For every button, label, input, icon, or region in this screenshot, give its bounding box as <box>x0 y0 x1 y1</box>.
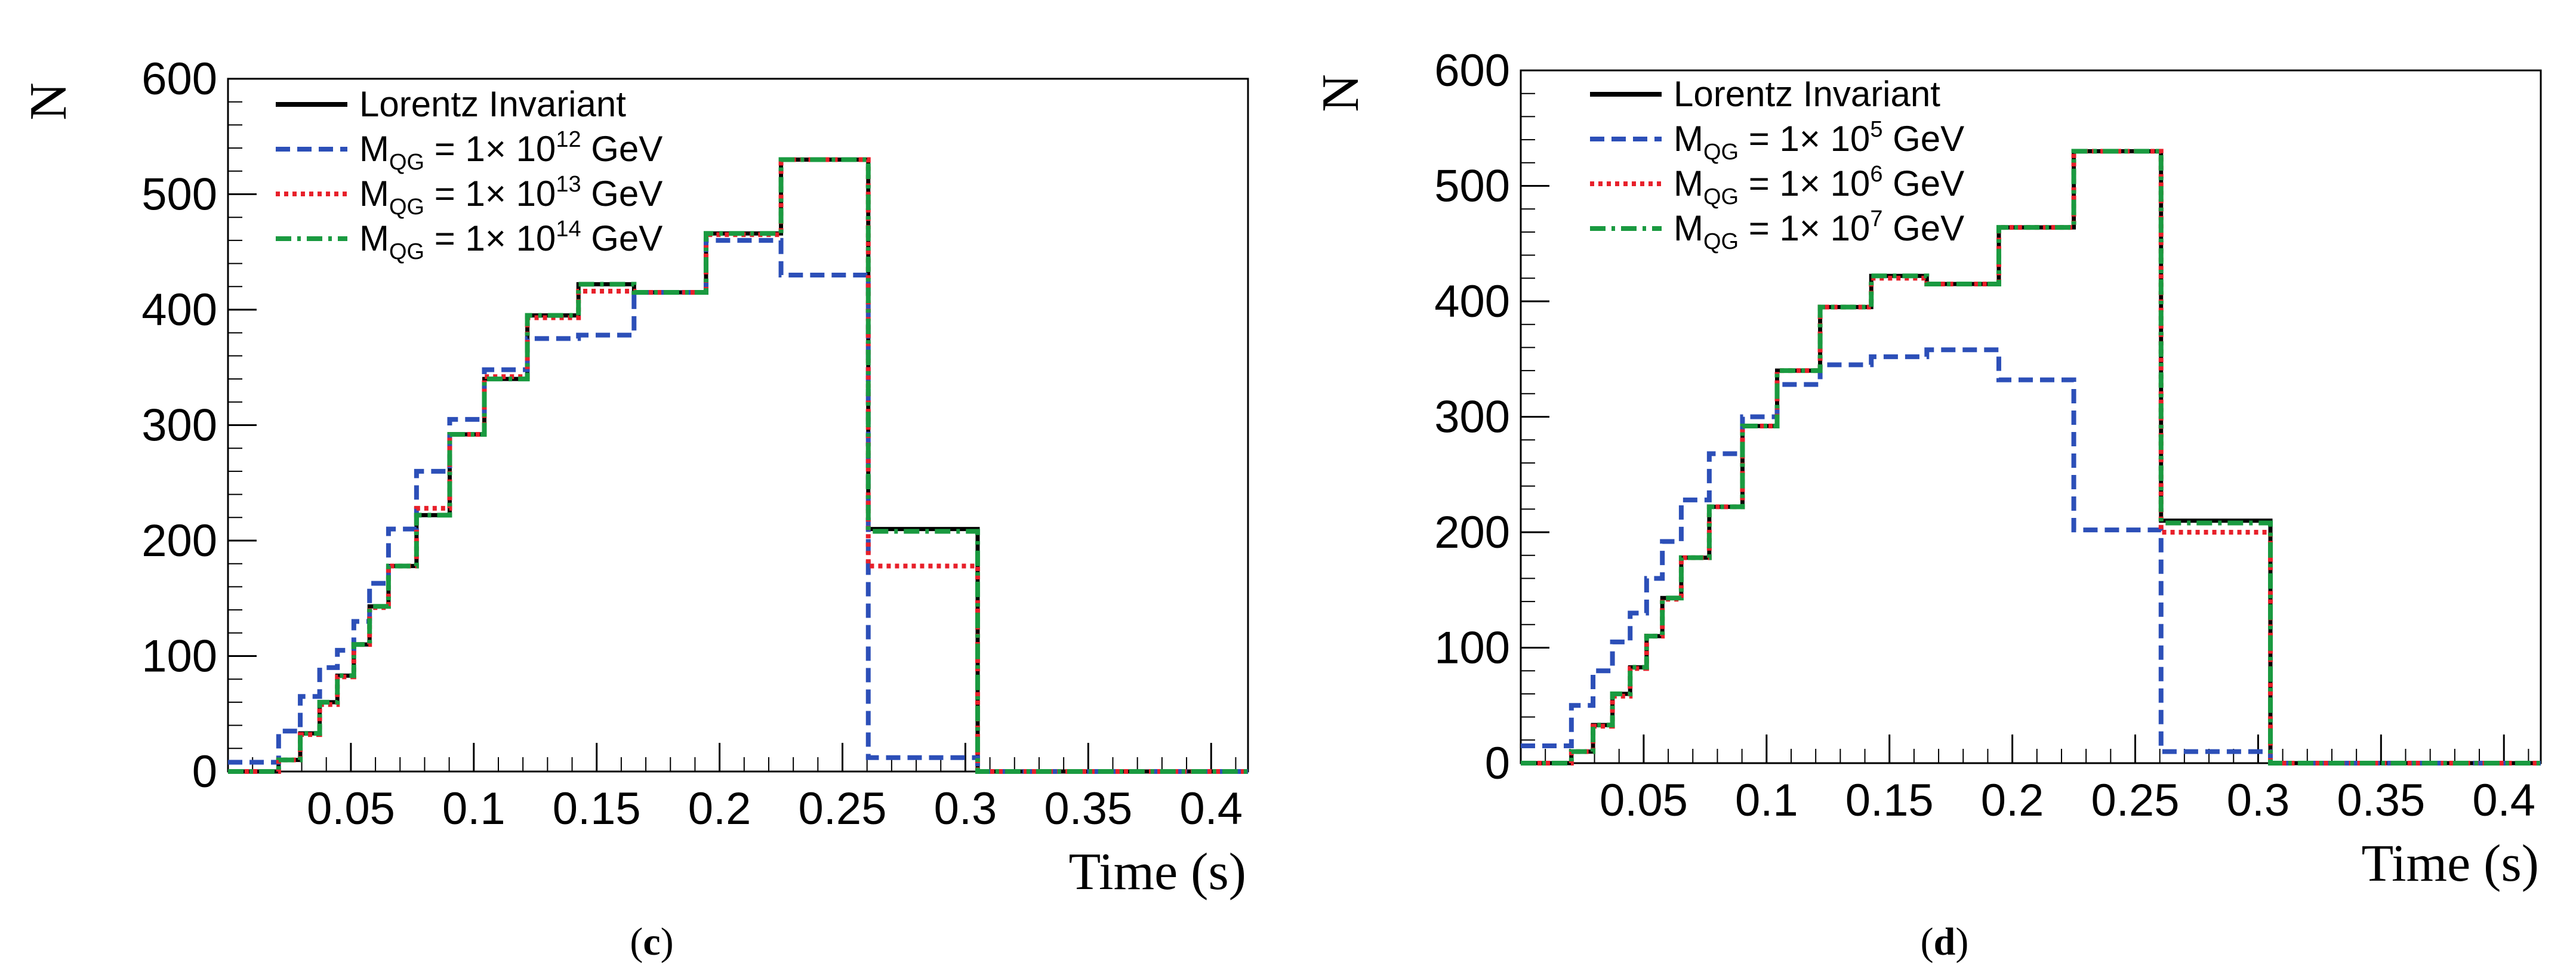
legend-subscript: QG <box>1703 140 1739 165</box>
figure-caption: (c) <box>630 920 673 964</box>
legend-label: MQG = 1× 1013 GeV <box>359 172 663 220</box>
y-axis: 0 100 200 300 400 500 600 <box>141 54 257 797</box>
x-axis-title: Time (s) <box>2362 835 2539 893</box>
legend-label: MQG = 1× 1014 GeV <box>359 217 663 264</box>
caption-open: ( <box>1921 920 1934 964</box>
x-tick-label: 0.2 <box>688 783 751 834</box>
legend-main: M <box>1674 163 1703 203</box>
y-tick-label: 0 <box>192 746 217 797</box>
y-tick-label: 100 <box>1434 623 1510 674</box>
x-tick-label: 0.15 <box>553 783 641 834</box>
y-tick-label: 600 <box>1434 45 1510 96</box>
legend-subscript: QG <box>389 195 424 220</box>
caption-letter: d <box>1934 920 1956 964</box>
x-tick-label: 0.1 <box>1735 775 1798 826</box>
series-group <box>228 157 1248 774</box>
x-tick-label: 0.35 <box>1044 783 1132 834</box>
x-axis-title: Time (s) <box>1069 843 1246 901</box>
legend-main: M <box>359 129 389 169</box>
y-tick-label: 200 <box>1434 507 1510 558</box>
caption-close: ) <box>1955 920 1968 964</box>
y-tick-label: 0 <box>1485 738 1510 789</box>
y-tick-label: 200 <box>141 516 217 566</box>
legend-unit: GeV <box>1882 208 1964 248</box>
legend-unit: GeV <box>581 218 663 258</box>
x-axis: 0.05 0.1 0.15 0.2 0.25 0.3 0.35 0.4 <box>252 743 1243 834</box>
series-line-dashed <box>228 237 1248 774</box>
x-tick-label: 0.4 <box>1179 783 1243 834</box>
legend-eq: = 1× 10 <box>1739 119 1870 159</box>
y-tick-label: 500 <box>141 169 217 220</box>
legend-superscript: 13 <box>556 172 581 197</box>
legend-subscript: QG <box>389 239 424 264</box>
y-tick-label: 400 <box>141 285 217 335</box>
chart-panel-d: 0 100 200 300 400 500 600 0.05 0.1 0.15 0.2 0.25 0.3… <box>1312 45 2542 964</box>
legend-label: Lorentz Invariant <box>1674 74 1940 114</box>
legend-superscript: 6 <box>1870 162 1882 187</box>
legend-subscript: QG <box>1703 184 1739 209</box>
y-tick-label: 300 <box>141 400 217 451</box>
legend-main: Lorentz Invariant <box>359 84 626 124</box>
x-tick-label: 0.05 <box>1600 775 1688 826</box>
x-tick-label: 0.4 <box>2472 775 2535 826</box>
y-axis-title: N <box>20 82 78 121</box>
x-tick-label: 0.25 <box>799 783 887 834</box>
legend-subscript: QG <box>389 150 424 175</box>
y-axis-title: N <box>1312 74 1370 112</box>
legend-unit: GeV <box>581 174 663 214</box>
series-line-dashed <box>1521 347 2541 766</box>
x-axis: 0.05 0.1 0.15 0.2 0.25 0.3 0.35 0.4 <box>1545 735 2535 826</box>
legend-label: MQG = 1× 107 GeV <box>1674 206 1964 254</box>
y-tick-label: 100 <box>141 631 217 682</box>
legend-subscript: QG <box>1703 229 1739 254</box>
y-tick-label: 500 <box>1434 161 1510 212</box>
caption-letter: c <box>643 920 660 964</box>
x-tick-label: 0.1 <box>442 783 506 834</box>
y-axis: 0 100 200 300 400 500 600 <box>1434 45 1549 789</box>
legend-superscript: 12 <box>556 127 581 152</box>
x-tick-label: 0.3 <box>934 783 997 834</box>
y-tick-label: 400 <box>1434 276 1510 327</box>
caption-open: ( <box>630 920 643 964</box>
legend-main: M <box>1674 208 1703 248</box>
legend-main: M <box>1674 119 1703 159</box>
legend-superscript: 7 <box>1870 206 1882 232</box>
legend-main: M <box>359 218 389 258</box>
legend-eq: = 1× 10 <box>1739 163 1870 203</box>
x-tick-label: 0.2 <box>1981 775 2044 826</box>
legend-unit: GeV <box>581 129 663 169</box>
legend-eq: = 1× 10 <box>424 174 556 214</box>
x-tick-label: 0.25 <box>2091 775 2180 826</box>
chart-panel-c: 0 100 200 300 400 500 600 0.05 0.1 0.15 0.2 0.25 0.3… <box>20 54 1249 964</box>
caption-close: ) <box>661 920 674 964</box>
legend-main: M <box>359 174 389 214</box>
series-line-dashdot <box>228 157 1248 774</box>
y-tick-label: 300 <box>1434 392 1510 443</box>
x-tick-label: 0.05 <box>307 783 395 834</box>
legend-superscript: 14 <box>556 217 581 242</box>
legend-superscript: 5 <box>1870 117 1882 142</box>
x-tick-label: 0.15 <box>1845 775 1934 826</box>
y-tick-label: 600 <box>141 54 217 104</box>
x-tick-label: 0.35 <box>2337 775 2425 826</box>
legend-unit: GeV <box>1882 119 1964 159</box>
legend-eq: = 1× 10 <box>1739 208 1870 248</box>
legend-label: Lorentz Invariant <box>359 84 626 124</box>
legend-label: MQG = 1× 106 GeV <box>1674 162 1964 209</box>
legend-label: MQG = 1× 105 GeV <box>1674 117 1964 165</box>
legend-eq: = 1× 10 <box>424 218 556 258</box>
legend-unit: GeV <box>1882 163 1964 203</box>
legend-main: Lorentz Invariant <box>1674 74 1940 114</box>
legend-eq: = 1× 10 <box>424 129 556 169</box>
x-tick-label: 0.3 <box>2227 775 2290 826</box>
figure-caption: (d) <box>1921 920 1969 964</box>
series-group <box>1521 149 2541 766</box>
series-line-dashdot <box>1521 149 2541 766</box>
legend-label: MQG = 1× 1012 GeV <box>359 127 663 175</box>
